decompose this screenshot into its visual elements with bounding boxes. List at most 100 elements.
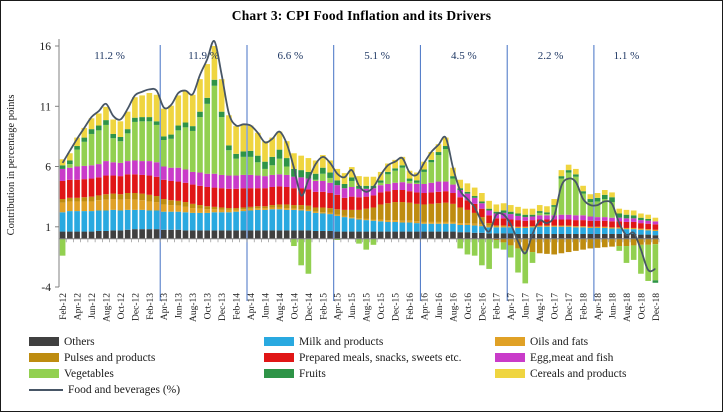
- bar-segment: [189, 184, 196, 204]
- bar-segment: [132, 209, 138, 230]
- bar-segment: [254, 209, 261, 231]
- bar-segment: [182, 230, 189, 239]
- bar-segment: [139, 229, 145, 239]
- bar-segment: [124, 133, 131, 162]
- bar-segment: [399, 222, 406, 232]
- bar-segment: [529, 226, 536, 228]
- bar-segment: [580, 233, 586, 239]
- bar-segment: [291, 176, 297, 189]
- bar-segment: [594, 201, 601, 218]
- bar-segment: [168, 229, 174, 239]
- bar-segment: [638, 223, 644, 229]
- bar-segment: [464, 200, 471, 210]
- x-tick-label: Aug-17: [536, 293, 546, 322]
- bar-segment: [327, 160, 333, 173]
- bar-segment: [218, 117, 225, 175]
- bar-segment: [103, 194, 109, 200]
- legend-label: Oils and fats: [530, 335, 589, 348]
- bar-segment: [182, 91, 189, 123]
- bar-segment: [348, 231, 355, 239]
- bar-segment: [312, 191, 319, 208]
- bar-segment: [95, 210, 102, 231]
- bar-segment: [406, 202, 413, 221]
- bar-segment: [544, 238, 550, 254]
- bar-segment: [363, 188, 370, 197]
- bar-segment: [327, 177, 333, 183]
- bar-segment: [385, 174, 391, 184]
- bar-segment: [117, 141, 124, 163]
- bar-segment: [139, 117, 145, 122]
- bar-segment: [638, 213, 644, 218]
- bar-segment: [544, 206, 550, 213]
- bar-segment: [515, 248, 521, 273]
- bar-segment: [428, 192, 435, 204]
- bar-segment: [312, 211, 319, 213]
- bar-segment: [428, 223, 435, 232]
- bar-segment: [486, 223, 492, 226]
- bar-segment: [601, 217, 608, 221]
- bar-segment: [573, 176, 579, 216]
- bar-segment: [197, 117, 203, 173]
- bar-segment: [298, 205, 304, 210]
- bar-segment: [95, 130, 102, 165]
- bar-segment: [652, 229, 659, 231]
- x-tick-label: Apr-14: [247, 293, 257, 320]
- bar-segment: [507, 245, 514, 258]
- bar-segment: [630, 229, 637, 234]
- bar-segment: [334, 209, 341, 215]
- bar-segment: [377, 221, 384, 232]
- bar-segment: [399, 220, 406, 223]
- bar-segment: [254, 155, 261, 163]
- bar-segment: [320, 167, 326, 174]
- bar-segment: [587, 238, 594, 249]
- bar-segment: [283, 141, 290, 159]
- bar-segment: [442, 202, 449, 222]
- bar-segment: [385, 231, 391, 239]
- bar-segment: [211, 187, 218, 207]
- bar-segment: [117, 199, 124, 211]
- bar-segment: [168, 200, 174, 206]
- bar-segment: [421, 223, 427, 232]
- bar-segment: [406, 222, 413, 232]
- bar-segment: [132, 174, 138, 194]
- bar-segment: [88, 118, 95, 130]
- x-tick-label: Oct-16: [464, 293, 474, 320]
- bar-segment: [356, 209, 362, 219]
- bar-segment: [233, 208, 239, 210]
- bar-segment: [254, 175, 261, 189]
- bar-segment: [276, 204, 283, 208]
- bar-segment: [529, 208, 536, 215]
- bar-segment: [283, 158, 290, 167]
- bar-segment: [385, 183, 391, 192]
- bar-segment: [320, 212, 326, 214]
- bar-segment: [551, 219, 557, 226]
- bar-segment: [175, 95, 182, 126]
- bar-segment: [551, 238, 557, 255]
- bar-segment: [124, 193, 131, 200]
- bar-segment: [457, 197, 464, 208]
- x-tick-label: Jun-17: [522, 293, 532, 319]
- bar-segment: [312, 207, 319, 212]
- x-tick-label: Feb-18: [580, 293, 590, 320]
- bar-segment: [457, 179, 464, 189]
- bar-segment: [414, 221, 420, 224]
- bar-segment: [609, 217, 615, 222]
- bar-segment: [124, 199, 131, 210]
- bar-segment: [638, 244, 644, 274]
- bar-segment: [88, 178, 95, 197]
- bar-segment: [81, 137, 88, 142]
- bar-segment: [88, 211, 95, 232]
- legend-item: Milk and products: [264, 335, 495, 348]
- bar-segment: [204, 212, 211, 231]
- bar-segment: [262, 209, 268, 231]
- bar-segment: [103, 175, 109, 195]
- bar-segment: [334, 180, 341, 186]
- bar-segment: [81, 141, 88, 166]
- bar-segment: [233, 188, 239, 209]
- bar-segment: [356, 231, 362, 239]
- bar-segment: [204, 230, 211, 239]
- x-tick-label: Aug-18: [623, 293, 633, 322]
- bar-segment: [305, 211, 312, 231]
- bar-segment: [240, 211, 247, 231]
- bar-segment: [269, 209, 276, 231]
